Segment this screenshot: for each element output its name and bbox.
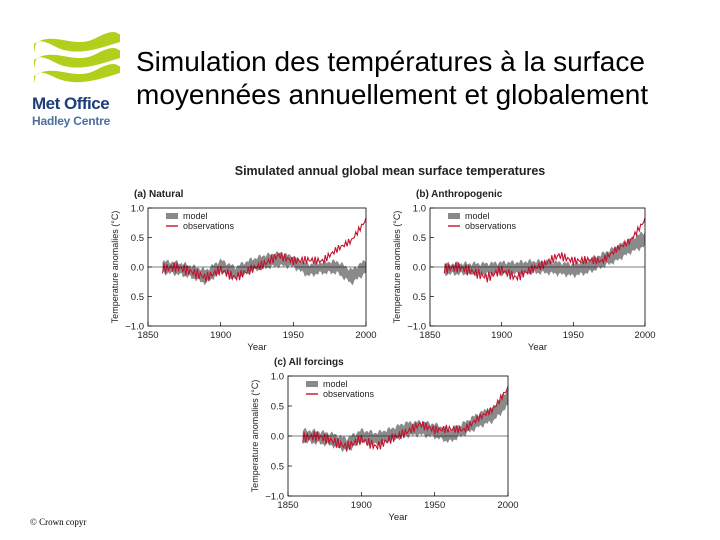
y-axis-label: Temperature anomalies (°C) xyxy=(250,380,260,493)
y-tick-label: 0.0 xyxy=(271,432,284,443)
legend-label-observations: observations xyxy=(183,221,235,231)
y-tick-label: 1.0 xyxy=(131,204,144,215)
y-tick-label: 1.0 xyxy=(271,372,284,383)
x-tick-label: 1850 xyxy=(137,330,158,341)
x-axis-label: Year xyxy=(528,342,547,353)
y-axis-label: Temperature anomalies (°C) xyxy=(392,211,402,324)
y-tick-label: 1.0 xyxy=(413,204,426,215)
met-office-logo: Met Office Hadley Centre xyxy=(30,30,125,130)
observations-line xyxy=(443,217,646,283)
y-tick-label: 0.0 xyxy=(131,263,144,274)
y-tick-label: −1.0 xyxy=(265,492,284,503)
x-tick-label: 1850 xyxy=(277,500,298,511)
y-tick-label: −1.0 xyxy=(125,322,144,333)
panel-title: (b) Anthropogenic xyxy=(416,189,503,200)
legend-swatch-model xyxy=(306,381,318,387)
y-tick-label: 0.0 xyxy=(413,263,426,274)
logo-swoosh-icon xyxy=(34,31,120,83)
y-axis-label: Temperature anomalies (°C) xyxy=(110,211,120,324)
y-tick-label: 0.5 xyxy=(131,233,144,244)
x-tick-label: 1900 xyxy=(351,500,372,511)
x-tick-label: 1850 xyxy=(419,330,440,341)
slide-title: Simulation des températures à la surface… xyxy=(136,46,649,110)
y-tick-label: 0.5 xyxy=(271,402,284,413)
panel-title: (c) All forcings xyxy=(274,357,344,368)
legend-label-observations: observations xyxy=(465,221,517,231)
x-axis-label: Year xyxy=(388,512,407,523)
panel-title: (a) Natural xyxy=(134,189,184,200)
x-tick-label: 1900 xyxy=(210,330,231,341)
observations-line xyxy=(161,217,367,283)
x-tick-label: 1900 xyxy=(491,330,512,341)
legend-swatch-model xyxy=(448,213,460,219)
x-tick-label: 2000 xyxy=(634,330,655,341)
x-tick-label: 2000 xyxy=(355,330,376,341)
x-tick-label: 2000 xyxy=(497,500,518,511)
model-band xyxy=(444,231,645,279)
logo-text-met-office: Met Office xyxy=(32,94,110,113)
y-tick-label: 0.5 xyxy=(131,292,144,303)
legend-label-model: model xyxy=(323,379,348,389)
x-tick-label: 1950 xyxy=(283,330,304,341)
x-tick-label: 1950 xyxy=(424,500,445,511)
copyright-notice: © Crown copyr xyxy=(30,517,87,527)
model-band xyxy=(302,389,508,453)
y-tick-label: −1.0 xyxy=(407,322,426,333)
legend-label-observations: observations xyxy=(323,389,375,399)
y-tick-label: 0.5 xyxy=(413,233,426,244)
logo-text-hadley-centre: Hadley Centre xyxy=(32,114,111,128)
legend-label-model: model xyxy=(465,211,490,221)
y-tick-label: 0.5 xyxy=(271,462,284,473)
y-tick-label: 0.5 xyxy=(413,292,426,303)
observations-line xyxy=(302,386,509,452)
figure-title: Simulated annual global mean surface tem… xyxy=(235,164,546,178)
legend-label-model: model xyxy=(183,211,208,221)
model-band xyxy=(162,251,366,286)
x-axis-label: Year xyxy=(247,342,266,353)
figure: Simulated annual global mean surface tem… xyxy=(110,164,656,523)
legend-swatch-model xyxy=(166,213,178,219)
x-tick-label: 1950 xyxy=(563,330,584,341)
